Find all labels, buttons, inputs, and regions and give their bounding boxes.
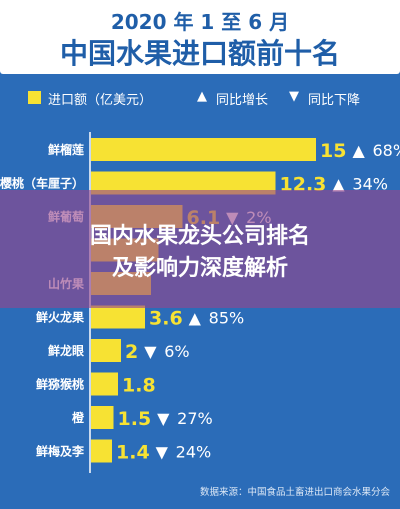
change-label-8: 27%: [177, 409, 213, 428]
category-label-7: 鲜猕猴桃: [36, 377, 84, 392]
change-label-1: 34%: [352, 175, 388, 194]
change-label-5: 85%: [209, 309, 245, 328]
change-down-icon-8: ▼: [157, 409, 170, 428]
legend-up-label: 同比增长: [216, 93, 269, 108]
banner-line-2: 及影响力深度解析: [111, 256, 288, 281]
legend: 进口额（亿美元） ▲ 同比增长 ▼ 同比下降: [0, 88, 400, 110]
bar-1: [91, 171, 276, 195]
change-down-icon-6: ▼: [144, 342, 157, 361]
data-source: 数据来源：中国食品土畜进出口商会水果分会: [199, 487, 390, 498]
change-down-icon-9: ▼: [156, 443, 169, 462]
value-label-0: 15: [320, 140, 346, 162]
header-panel: 2020 年 1 至 6 月 中国水果进口额前十名: [0, 0, 400, 74]
change-up-icon-0: ▲: [352, 141, 365, 160]
legend-down-triangle-icon: ▼: [289, 89, 299, 104]
change-label-6: 6%: [164, 342, 189, 361]
chart-title: 中国水果进口额前十名: [59, 37, 340, 70]
category-label-9: 鲜梅及李: [36, 444, 85, 459]
bar-7: [91, 372, 118, 396]
change-up-icon-5: ▲: [189, 309, 202, 328]
category-label-5: 鲜火龙果: [36, 310, 84, 325]
bar-6: [91, 339, 121, 362]
value-label-9: 1.4: [116, 442, 150, 464]
category-label-6: 鲜龙眼: [48, 343, 84, 358]
category-label-8: 橙: [72, 410, 85, 425]
bar-5: [91, 305, 145, 329]
legend-up-triangle-icon: ▲: [197, 89, 207, 104]
change-up-icon-1: ▲: [332, 175, 345, 194]
value-label-7: 1.8: [122, 375, 156, 397]
bar-0: [91, 138, 316, 161]
overlay-banner: 国内水果龙头公司排名 及影响力深度解析: [0, 190, 400, 308]
banner-line-1: 国内水果龙头公司排名: [89, 224, 310, 249]
value-label-6: 2: [125, 341, 138, 363]
category-label-1: 鲜樱桃（车厘子）: [0, 176, 84, 191]
legend-down-label: 同比下降: [308, 93, 361, 108]
legend-bar-swatch: [28, 91, 41, 104]
chart-subtitle: 2020 年 1 至 6 月: [110, 10, 290, 34]
bar-9: [91, 439, 112, 463]
change-label-0: 68%: [372, 141, 400, 160]
change-label-9: 24%: [176, 443, 212, 462]
legend-amount-label: 进口额（亿美元）: [48, 93, 153, 108]
value-label-5: 3.6: [149, 308, 183, 330]
bar-8: [91, 406, 114, 429]
value-label-8: 1.5: [118, 408, 152, 430]
category-label-0: 鲜榴莲: [48, 142, 84, 157]
